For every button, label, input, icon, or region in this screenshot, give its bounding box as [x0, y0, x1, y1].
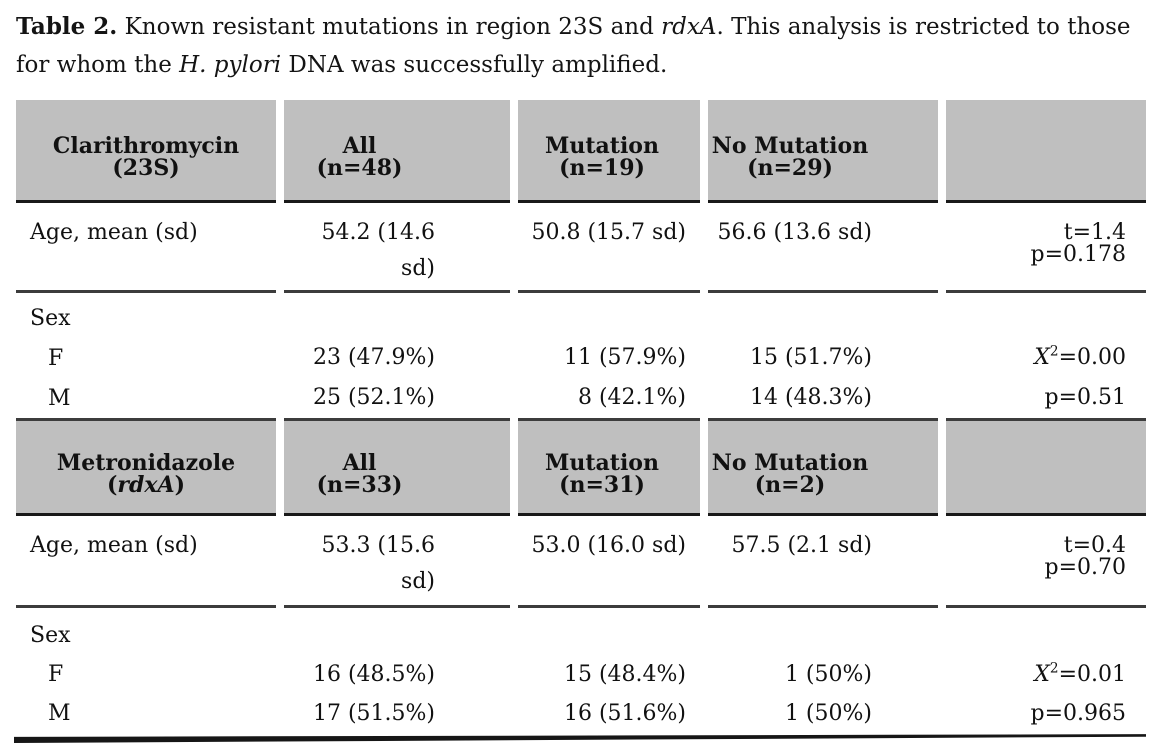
sex-all-1: 23 (47.9%) 25 (52.1%): [284, 293, 510, 421]
chi-square-1: X2=0.00: [1034, 343, 1126, 370]
table-caption: Table 2. Known resistant mutations in re…: [16, 8, 1136, 84]
sex-f-all-1: 23 (47.9%): [312, 345, 435, 370]
sex-no-mutation-1: 15 (51.7%) 14 (48.3%): [708, 293, 938, 421]
col-header-stats-2: [946, 421, 1146, 516]
caption-text-1: Known resistant mutations in region 23S …: [117, 14, 662, 40]
age-all-1: 54.2 (14.6 sd): [284, 203, 510, 293]
table-bottom-rule: [14, 734, 1146, 743]
caption-text-3: for whom the: [16, 52, 180, 78]
header-drug-region: (23S): [112, 155, 180, 181]
chi-square-2: X2=0.01: [1034, 660, 1126, 687]
age-stats-1: t=1.4 p=0.178: [946, 203, 1146, 293]
header-drug-name-2: Metronidazole: [56, 450, 236, 476]
resistance-mutations-table: Clarithromycin (23S) All (n=48) Mutation…: [16, 100, 1146, 731]
caption-text-2: . This analysis is restricted to those: [716, 14, 1131, 40]
age-mutation-2: 53.0 (16.0 sd): [518, 516, 700, 608]
col-header-no-mutation-2: No Mutation (n=2): [708, 421, 938, 516]
sex-label-1: Sex: [30, 306, 71, 331]
sex-m-mutation-2: 16 (51.6%): [563, 701, 686, 726]
sex-f-no-mutation-1: 15 (51.7%): [749, 345, 872, 370]
col-header-stats-1: [946, 100, 1146, 203]
p-value-age-1: p=0.178: [1030, 242, 1127, 267]
sex-no-mutation-2: 1 (50%) 1 (50%): [708, 608, 938, 731]
col-header-mutation-2: Mutation (n=31): [518, 421, 700, 516]
row-sex-labels-2: Sex F M: [16, 608, 276, 731]
caption-species-hpylori: H. pylori: [179, 52, 282, 78]
sex-f-no-mutation-2: 1 (50%): [784, 662, 872, 687]
col-header-mutation-1: Mutation (n=19): [518, 100, 700, 203]
sex-m-mutation-1: 8 (42.1%): [577, 385, 686, 410]
sex-f-mutation-2: 15 (48.4%): [563, 662, 686, 687]
header-clarithromycin: Clarithromycin (23S): [16, 100, 276, 203]
p-value-sex-1: p=0.51: [1044, 385, 1126, 410]
header-drug-gene: (rdxA): [106, 472, 185, 498]
p-value-age-2: p=0.70: [1044, 555, 1126, 580]
t-statistic-2: t=0.4: [1063, 533, 1126, 558]
sex-stats-2: X2=0.01 p=0.965: [946, 608, 1146, 731]
age-no-mutation-2: 57.5 (2.1 sd): [708, 516, 938, 608]
sex-m-no-mutation-1: 14 (48.3%): [749, 385, 872, 410]
caption-gene-rdxa: rdxA: [661, 14, 717, 40]
t-statistic-1: t=1.4: [1063, 220, 1126, 245]
header-metronidazole: Metronidazole (rdxA): [16, 421, 276, 516]
col-header-all-2: All (n=33): [284, 421, 510, 516]
sex-label-2: Sex: [30, 623, 71, 648]
age-mutation-1: 50.8 (15.7 sd): [518, 203, 700, 293]
row-age-label-1: Age, mean (sd): [16, 203, 276, 293]
sex-m-all-2: 17 (51.5%): [312, 701, 435, 726]
caption-label: Table 2.: [16, 13, 118, 40]
row-sex-labels-1: Sex F M: [16, 293, 276, 421]
col-header-all-1: All (n=48): [284, 100, 510, 203]
sex-m-label-1: M: [48, 386, 71, 411]
sex-m-no-mutation-2: 1 (50%): [784, 701, 872, 726]
sex-f-mutation-1: 11 (57.9%): [563, 345, 686, 370]
row-age-label-2: Age, mean (sd): [16, 516, 276, 608]
age-all-2: 53.3 (15.6 sd): [284, 516, 510, 608]
age-stats-2: t=0.4 p=0.70: [946, 516, 1146, 608]
header-drug-name: Clarithromycin: [52, 133, 240, 159]
sex-stats-1: X2=0.00 p=0.51: [946, 293, 1146, 421]
p-value-sex-2: p=0.965: [1030, 701, 1127, 726]
sex-f-label-1: F: [48, 346, 64, 371]
sex-mutation-2: 15 (48.4%) 16 (51.6%): [518, 608, 700, 731]
sex-f-label-2: F: [48, 662, 64, 687]
sex-m-all-1: 25 (52.1%): [312, 385, 435, 410]
age-no-mutation-1: 56.6 (13.6 sd): [708, 203, 938, 293]
sex-m-label-2: M: [48, 701, 71, 726]
caption-text-4: DNA was successfully amplified.: [281, 52, 668, 78]
sex-mutation-1: 11 (57.9%) 8 (42.1%): [518, 293, 700, 421]
sex-all-2: 16 (48.5%) 17 (51.5%): [284, 608, 510, 731]
col-header-no-mutation-1: No Mutation (n=29): [708, 100, 938, 203]
sex-f-all-2: 16 (48.5%): [312, 662, 435, 687]
